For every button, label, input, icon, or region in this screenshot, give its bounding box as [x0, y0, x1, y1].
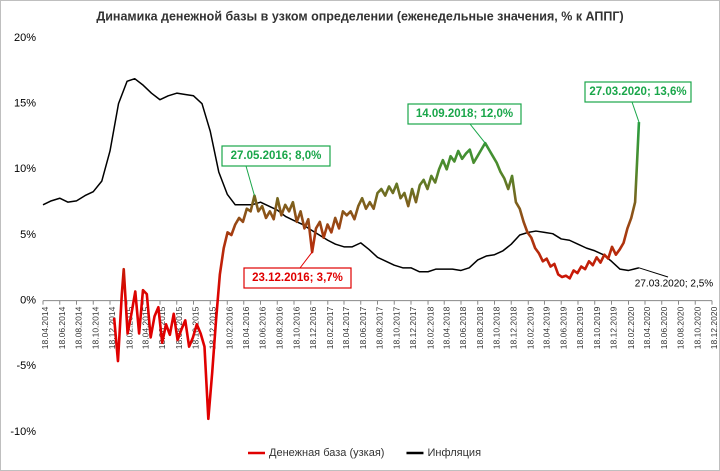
x-tick-label: 18.06.2018 — [458, 306, 468, 349]
annotation-leader — [245, 165, 255, 196]
annotation-box — [407, 103, 522, 125]
x-tick-label: 18.06.2015 — [157, 306, 167, 349]
x-tick-label: 18.06.2014 — [57, 306, 67, 349]
annotation-box — [221, 145, 331, 167]
x-tick-label: 18.02.2019 — [526, 306, 536, 349]
x-tick-label: 18.12.2014 — [107, 306, 117, 349]
x-tick-label: 18.12.2016 — [308, 306, 318, 349]
annotation-label: 23.12.2016; 3,7% — [252, 272, 343, 284]
series-line — [112, 121, 641, 421]
annotation-box — [243, 267, 352, 289]
annotation-leader — [299, 251, 313, 269]
x-tick-label: 18.04.2020 — [642, 306, 652, 349]
x-tick-label: 18.08.2015 — [174, 306, 184, 349]
annotation-label: 27.03.2020; 2,5% — [635, 279, 714, 290]
annotation-leader — [638, 267, 669, 278]
y-tick-label: 5% — [20, 229, 36, 241]
x-tick-label: 18.12.2019 — [609, 306, 619, 349]
x-tick-label: 18.08.2014 — [74, 306, 84, 349]
x-tick-label: 18.04.2018 — [441, 306, 451, 349]
x-tick-label: 18.08.2020 — [676, 306, 686, 349]
x-tick-label: 18.08.2018 — [475, 306, 485, 349]
x-tick-label: 18.02.2018 — [425, 306, 435, 349]
series-line — [42, 77, 640, 273]
x-tick-label: 18.12.2020 — [709, 306, 719, 349]
x-tick-label: 18.02.2020 — [626, 306, 636, 349]
x-tick-label: 18.06.2020 — [659, 306, 669, 349]
y-tick-label: -5% — [16, 360, 36, 372]
x-tick-label: 18.06.2019 — [558, 306, 568, 349]
chart-title: Динамика денежной базы в узком определен… — [96, 9, 623, 23]
x-tick-label: 18.10.2017 — [392, 306, 402, 349]
x-tick-label: 18.04.2017 — [341, 306, 351, 349]
x-tick-label: 18.12.2015 — [208, 306, 218, 349]
x-tick-label: 18.10.2018 — [492, 306, 502, 349]
legend-label: Денежная база (узкая) — [269, 447, 384, 459]
y-tick-label: 20% — [14, 32, 36, 44]
x-tick-label: 18.08.2019 — [575, 306, 585, 349]
annotation-leader — [631, 101, 640, 123]
x-tick-label: 18.10.2019 — [592, 306, 602, 349]
x-tick-label: 18.02.2016 — [225, 306, 235, 349]
legend-label: Инфляция — [427, 447, 481, 459]
x-tick-label: 18.06.2017 — [358, 306, 368, 349]
x-tick-label: 18.12.2018 — [508, 306, 518, 349]
y-tick-label: 10% — [14, 163, 36, 175]
x-tick-label: 18.12.2017 — [408, 306, 418, 349]
x-tick-label: 18.06.2016 — [258, 306, 268, 349]
annotation-label: 27.05.2016; 8,0% — [231, 150, 322, 162]
annotation-label: 14.09.2018; 12,0% — [416, 108, 513, 120]
x-tick-label: 18.10.2016 — [291, 306, 301, 349]
annotation-box — [584, 81, 692, 103]
x-tick-label: 18.08.2016 — [275, 306, 285, 349]
x-tick-label: 18.10.2014 — [91, 306, 101, 349]
x-tick-label: 18.04.2016 — [241, 306, 251, 349]
annotation-leader — [469, 123, 486, 144]
x-tick-label: 18.04.2019 — [542, 306, 552, 349]
x-tick-label: 18.02.2017 — [325, 306, 335, 349]
x-tick-label: 18.08.2017 — [375, 306, 385, 349]
annotation-label: 27.03.2020; 13,6% — [589, 86, 686, 98]
y-tick-label: 15% — [14, 98, 36, 110]
x-tick-label: 18.04.2014 — [40, 306, 50, 349]
x-tick-label: 18.10.2020 — [692, 306, 702, 349]
x-tick-label: 18.04.2015 — [140, 306, 150, 349]
y-tick-label: -10% — [10, 426, 36, 438]
y-tick-label: 0% — [20, 295, 36, 307]
